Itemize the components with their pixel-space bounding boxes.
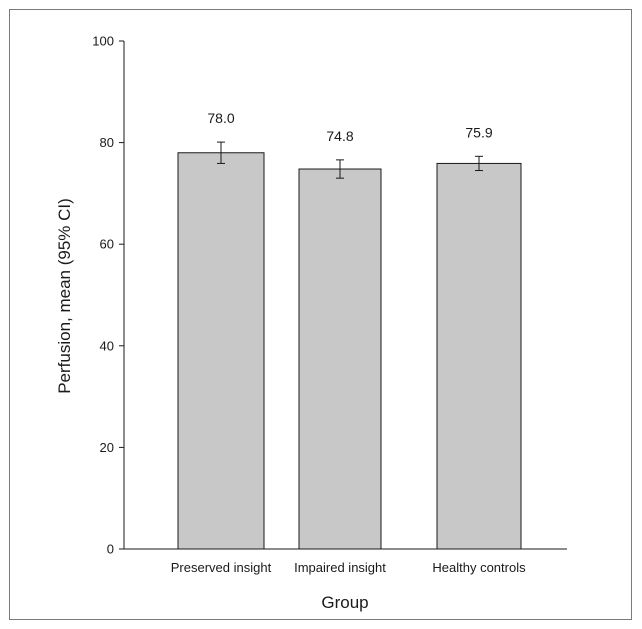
bar: [298, 168, 382, 550]
bar: [177, 152, 265, 550]
y-tick-label: 0: [107, 542, 114, 557]
category-label: Impaired insight: [294, 560, 386, 575]
y-tick-label: 100: [92, 34, 114, 49]
value-label: 78.0: [207, 110, 234, 126]
error-bars: [217, 141, 483, 179]
bars: [177, 152, 522, 550]
bar: [436, 162, 522, 550]
value-label: 74.8: [326, 128, 353, 144]
y-axis-title: Perfusion, mean (95% CI): [55, 198, 74, 394]
x-axis-title: Group: [321, 593, 368, 612]
y-tick-label: 60: [100, 237, 114, 252]
category-label: Healthy controls: [432, 560, 526, 575]
category-label: Preserved insight: [171, 560, 272, 575]
labels: 78.0 Preserved insight 74.8 Impaired insigh…: [171, 110, 526, 575]
y-tick-label: 20: [100, 440, 114, 455]
value-label: 75.9: [465, 124, 492, 140]
y-tick-label: 40: [100, 338, 114, 353]
y-tick-label: 80: [100, 135, 114, 150]
